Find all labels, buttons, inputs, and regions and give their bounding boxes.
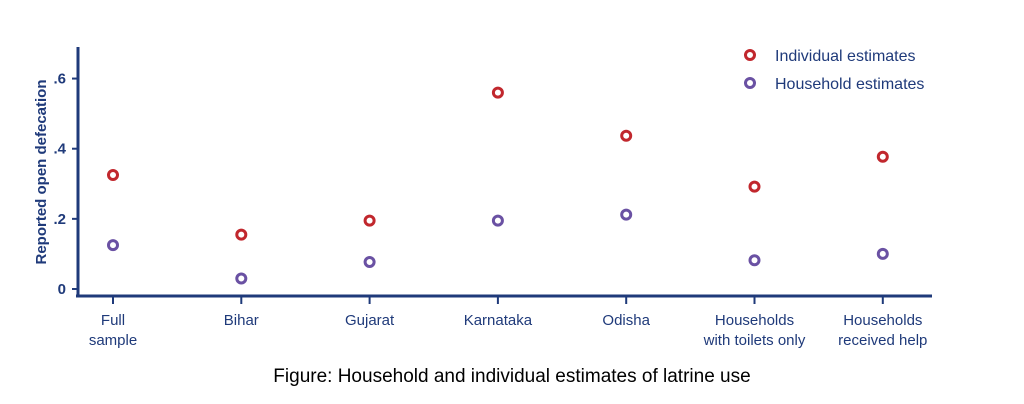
x-tick-label: Full: [101, 312, 125, 329]
y-axis-label: Reported open defecation: [33, 79, 50, 264]
data-point: [363, 255, 376, 268]
chart: 0 .2 .4 .6 Full sample Bihar Gujarat Karnataka O…: [33, 47, 932, 349]
legend-label: Individual estimates: [775, 48, 916, 65]
figure-caption: Figure: Household and individual estimat…: [273, 366, 751, 387]
y-tick-label: .4: [53, 141, 66, 158]
data-point: [876, 150, 889, 163]
x-tick-label: Karnataka: [464, 312, 533, 329]
data-point: [107, 239, 119, 252]
y-tick-label: .6: [53, 71, 66, 88]
x-tick-label: Bihar: [224, 312, 259, 329]
legend-marker: [744, 49, 756, 61]
data-point: [748, 254, 761, 267]
x-tick-label: Odisha: [602, 312, 650, 329]
legend-marker: [744, 77, 756, 89]
x-tick-label: Households: [843, 312, 922, 329]
x-tick-label: with toilets only: [703, 332, 806, 349]
data-point: [107, 169, 119, 182]
data-point: [876, 247, 889, 260]
data-point: [363, 214, 376, 227]
y-tick-label: .2: [53, 211, 66, 228]
x-tick-label: received help: [838, 332, 927, 349]
legend-label: Household estimates: [775, 76, 924, 93]
data-point: [235, 272, 248, 285]
data-point: [491, 214, 504, 227]
data-point: [235, 228, 248, 241]
x-tick-label: Gujarat: [345, 312, 395, 329]
data-point: [491, 86, 504, 99]
data-point: [748, 180, 761, 193]
data-point: [620, 208, 633, 221]
x-tick-label: sample: [89, 332, 137, 349]
y-tick-label: 0: [58, 281, 66, 298]
data-point: [620, 129, 633, 142]
x-tick-label: Households: [715, 312, 794, 329]
